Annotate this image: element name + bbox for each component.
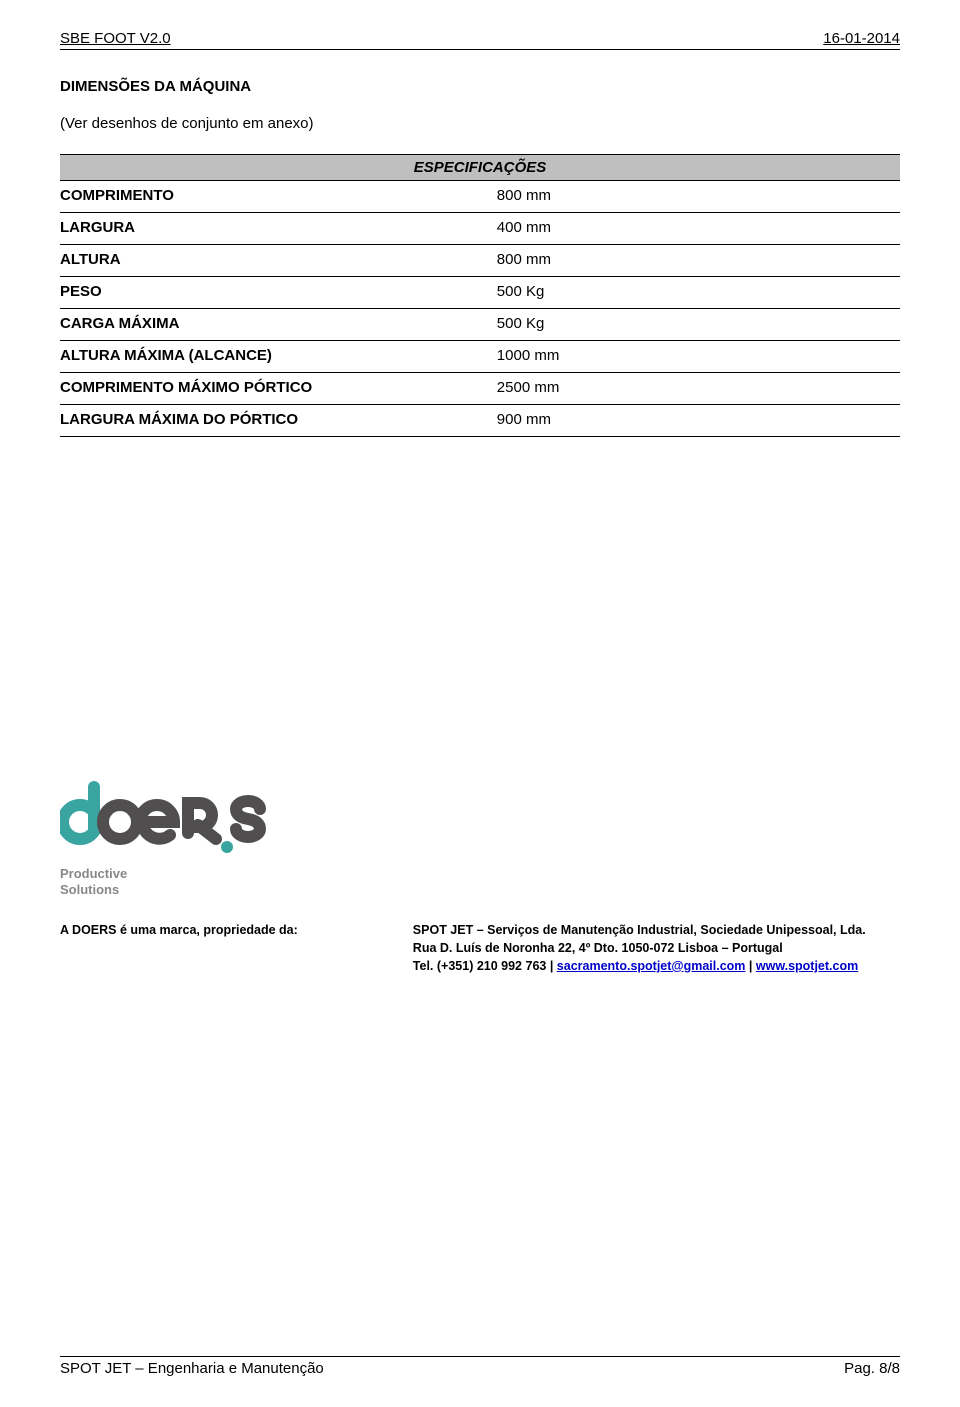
sep: | [745, 959, 755, 973]
table-row: COMPRIMENTO 800 mm [60, 181, 900, 213]
logo-tagline: Productive Solutions [60, 866, 900, 899]
spec-value: 800 mm [497, 181, 900, 213]
company-address: Rua D. Luís de Noronha 22, 4º Dto. 1050-… [413, 939, 900, 957]
table-row: LARGURA MÁXIMA DO PÓRTICO 900 mm [60, 405, 900, 437]
tagline-line: Solutions [60, 882, 900, 898]
company-contact: Tel. (+351) 210 992 763 | sacramento.spo… [413, 957, 900, 975]
spec-value: 900 mm [497, 405, 900, 437]
spec-label: COMPRIMENTO [60, 181, 497, 213]
spec-value: 800 mm [497, 245, 900, 277]
spec-value: 1000 mm [497, 341, 900, 373]
tagline-line: Productive [60, 866, 900, 882]
spec-table-header: ESPECIFICAÇÕES [60, 155, 900, 181]
table-row: PESO 500 Kg [60, 277, 900, 309]
credit-left: A DOERS é uma marca, propriedade da: [60, 921, 413, 975]
spec-table-header-row: ESPECIFICAÇÕES [60, 155, 900, 181]
table-row: CARGA MÁXIMA 500 Kg [60, 309, 900, 341]
spec-value: 400 mm [497, 213, 900, 245]
site-link[interactable]: www.spotjet.com [756, 959, 858, 973]
spec-label: CARGA MÁXIMA [60, 309, 497, 341]
doers-logo-icon [60, 777, 280, 855]
spec-value: 500 Kg [497, 309, 900, 341]
table-row: COMPRIMENTO MÁXIMO PÓRTICO 2500 mm [60, 373, 900, 405]
spec-table: ESPECIFICAÇÕES COMPRIMENTO 800 mm LARGUR… [60, 154, 900, 437]
spec-label: ALTURA [60, 245, 497, 277]
spec-label: COMPRIMENTO MÁXIMO PÓRTICO [60, 373, 497, 405]
spec-label: ALTURA MÁXIMA (ALCANCE) [60, 341, 497, 373]
credit-right: SPOT JET – Serviços de Manutenção Indust… [413, 921, 900, 975]
brand-logo-block: Productive Solutions [60, 777, 900, 899]
page-footer: SPOT JET – Engenharia e Manutenção Pag. … [60, 1356, 900, 1377]
footer-left: SPOT JET – Engenharia e Manutenção [60, 1360, 324, 1377]
spec-label: LARGURA [60, 213, 497, 245]
section-title: DIMENSÕES DA MÁQUINA [60, 78, 900, 95]
email-link[interactable]: sacramento.spotjet@gmail.com [557, 959, 746, 973]
table-row: ALTURA MÁXIMA (ALCANCE) 1000 mm [60, 341, 900, 373]
table-row: LARGURA 400 mm [60, 213, 900, 245]
company-name: SPOT JET – Serviços de Manutenção Indust… [413, 921, 900, 939]
doc-date: 16-01-2014 [823, 30, 900, 47]
spec-value: 500 Kg [497, 277, 900, 309]
spec-label: LARGURA MÁXIMA DO PÓRTICO [60, 405, 497, 437]
section-subtitle: (Ver desenhos de conjunto em anexo) [60, 115, 900, 132]
credit-block: A DOERS é uma marca, propriedade da: SPO… [60, 921, 900, 975]
doc-ref: SBE FOOT V2.0 [60, 30, 171, 47]
spec-label: PESO [60, 277, 497, 309]
page-header: SBE FOOT V2.0 16-01-2014 [60, 30, 900, 50]
spec-value: 2500 mm [497, 373, 900, 405]
tel-text: Tel. (+351) 210 992 763 | [413, 959, 557, 973]
footer-right: Pag. 8/8 [844, 1360, 900, 1377]
table-row: ALTURA 800 mm [60, 245, 900, 277]
